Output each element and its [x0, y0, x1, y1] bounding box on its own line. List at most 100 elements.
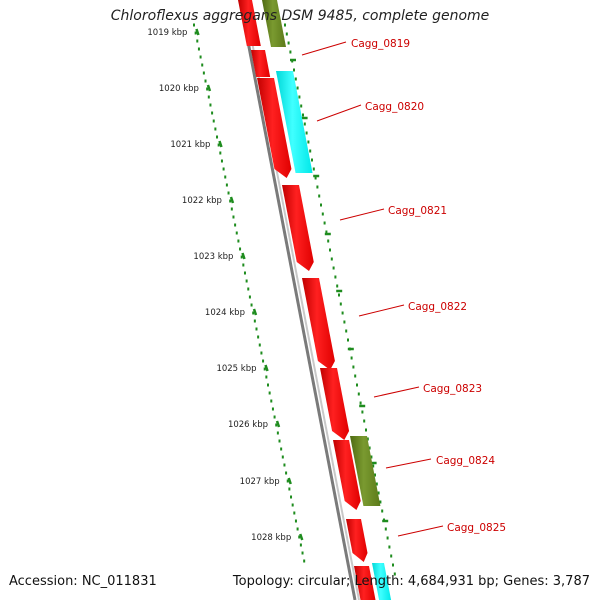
ruler-dot: [291, 503, 294, 507]
outer-dot: [347, 338, 349, 342]
ruler-dot: [265, 375, 268, 379]
ruler-dot: [252, 311, 255, 315]
ruler-dot: [281, 455, 284, 459]
kbp-label: 1020 kbp: [159, 84, 199, 94]
ruler-tick: [229, 196, 235, 204]
gene-label-leader: [373, 386, 420, 398]
ruler-dot: [276, 431, 279, 435]
ruler-tick: [195, 28, 200, 36]
outer-dot: [303, 122, 306, 126]
gene-red: [354, 566, 376, 600]
ruler-dot: [260, 351, 263, 355]
ruler-dot: [290, 495, 293, 499]
kbp-label: 1027 kbp: [240, 477, 280, 487]
outer-dot: [341, 311, 344, 315]
ruler-dot: [209, 103, 212, 107]
kbp-ruler: [193, 23, 306, 563]
gene-red: [238, 0, 261, 46]
ruler-dot: [220, 159, 223, 163]
ruler-dot: [219, 151, 222, 155]
gene-label-leader: [397, 525, 444, 537]
gene-label[interactable]: Cagg_0825: [447, 522, 506, 534]
ruler-dot: [268, 391, 271, 395]
ruler-dot: [217, 143, 220, 147]
gene-red: [302, 278, 335, 370]
ruler-dot: [204, 79, 207, 83]
outer-dot: [379, 500, 382, 504]
outer-dot: [302, 113, 304, 117]
outer-dot: [305, 131, 308, 135]
outer-dot: [375, 482, 378, 486]
outer-dot: [325, 230, 328, 234]
gene-label[interactable]: Cagg_0823: [423, 383, 482, 395]
outer-dot: [377, 491, 380, 495]
ruler-tick: [218, 140, 223, 148]
gene-features: [238, 0, 392, 600]
ruler-dot: [230, 207, 233, 211]
ruler-dot: [211, 111, 214, 115]
kbp-label: 1024 kbp: [205, 308, 245, 318]
genome-title: Chloroflexus aggregans DSM 9485, complet…: [110, 8, 490, 24]
gene-label[interactable]: Cagg_0824: [436, 455, 495, 467]
outer-dot: [284, 23, 286, 27]
gene-label-leader: [358, 304, 405, 317]
ruler-tick: [252, 308, 258, 316]
outer-dot: [285, 32, 288, 36]
ruler-dot: [240, 255, 243, 259]
ruler-tick: [264, 364, 269, 372]
gene-red: [333, 440, 361, 510]
ruler-dot: [206, 87, 209, 91]
ruler-dot: [257, 335, 260, 339]
ruler-dot: [285, 471, 288, 475]
outer-dot: [336, 284, 339, 288]
ruler-dot: [280, 447, 283, 451]
ruler-dot: [235, 231, 238, 235]
ruler-dot: [262, 359, 265, 363]
gene-cyan: [276, 71, 313, 173]
ruler-dot: [283, 463, 286, 467]
outer-dot: [368, 446, 371, 450]
gene-label[interactable]: Cagg_0822: [408, 301, 467, 313]
ruler-dot: [234, 223, 237, 227]
gene-labels: Cagg_0819 Cagg_0820 Cagg_0821 Cagg_0822 Cagg…: [301, 38, 506, 537]
outer-dot: [318, 194, 321, 198]
ruler-dot: [258, 343, 261, 347]
kbp-label: 1026 kbp: [228, 420, 268, 430]
outer-dot: [372, 464, 375, 468]
outer-dot: [338, 293, 340, 297]
gene-cyan: [372, 563, 392, 600]
outer-dot: [363, 419, 366, 423]
ruler-dot: [224, 175, 227, 179]
kbp-labels: 1019 kbp 1020 kbp 1021 kbp 1022 kbp 1023 kbp…: [147, 28, 291, 543]
gene-olive: [262, 0, 287, 47]
outer-dot: [370, 455, 373, 459]
outer-dotted-track: [284, 23, 396, 576]
outer-dot: [312, 167, 315, 171]
ruler-dot: [232, 215, 235, 219]
outer-dot: [300, 104, 303, 108]
outer-dot: [386, 536, 389, 540]
gene-red: [257, 78, 292, 178]
outer-dot: [356, 383, 358, 387]
ruler-dot: [201, 63, 204, 67]
ruler-dot: [299, 543, 302, 547]
ruler-dot: [250, 303, 253, 307]
gene-label-leader: [301, 41, 347, 56]
outer-dot: [393, 572, 396, 576]
gene-label[interactable]: Cagg_0821: [388, 205, 447, 217]
ruler-dot: [271, 407, 274, 411]
outer-dot: [287, 41, 290, 45]
gene-label[interactable]: Cagg_0820: [365, 101, 424, 113]
ruler-dot: [255, 327, 258, 331]
gene-label-leader: [316, 104, 362, 122]
ruler-dot: [267, 383, 269, 387]
outer-dot: [357, 392, 360, 396]
outer-dot: [320, 203, 322, 207]
ruler-dot: [239, 247, 242, 251]
outer-dot: [350, 356, 353, 360]
gene-red: [251, 50, 271, 77]
outer-dot: [307, 140, 310, 144]
kbp-label: 1025 kbp: [216, 364, 256, 374]
outer-dot: [374, 473, 376, 477]
gene-label[interactable]: Cagg_0819: [351, 38, 410, 50]
